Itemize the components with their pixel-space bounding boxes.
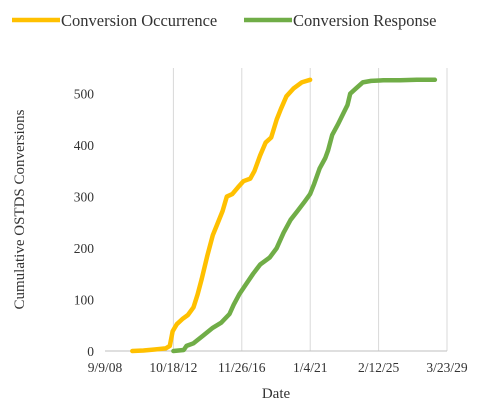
legend-item: Conversion Response xyxy=(244,11,436,30)
legend-label: Conversion Occurrence xyxy=(61,11,217,30)
legend-item: Conversion Occurrence xyxy=(12,11,217,30)
series-line-1 xyxy=(130,77,313,354)
y-axis-label: Cumulative OSTDS Conversions xyxy=(12,109,28,309)
y-axis-ticks: 0 100 200 300 400 500 xyxy=(74,87,95,359)
vertical-gridlines xyxy=(172,68,448,351)
y-tick-label: 300 xyxy=(74,190,95,205)
x-axis-ticks: 9/9/08 10/18/12 11/26/16 1/4/21 2/12/25 3/23/… xyxy=(88,360,468,375)
series-line-2 xyxy=(171,77,438,354)
x-tick-label: 10/18/12 xyxy=(149,360,197,375)
y-tick-label: 400 xyxy=(74,138,95,153)
x-tick-label: 3/23/29 xyxy=(426,360,468,375)
series-layer xyxy=(130,77,438,354)
x-tick-label: 9/9/08 xyxy=(88,360,123,375)
x-tick-label: 11/26/16 xyxy=(218,360,266,375)
y-tick-label: 100 xyxy=(74,293,95,308)
legend-label: Conversion Response xyxy=(293,11,436,30)
y-tick-label: 200 xyxy=(74,241,95,256)
legend: Conversion Occurrence Conversion Response xyxy=(12,11,436,30)
x-tick-label: 2/12/25 xyxy=(358,360,400,375)
x-axis-label: Date xyxy=(262,386,291,402)
x-tick-label: 1/4/21 xyxy=(293,360,328,375)
y-tick-label: 500 xyxy=(74,87,95,102)
y-tick-label: 0 xyxy=(87,344,94,359)
